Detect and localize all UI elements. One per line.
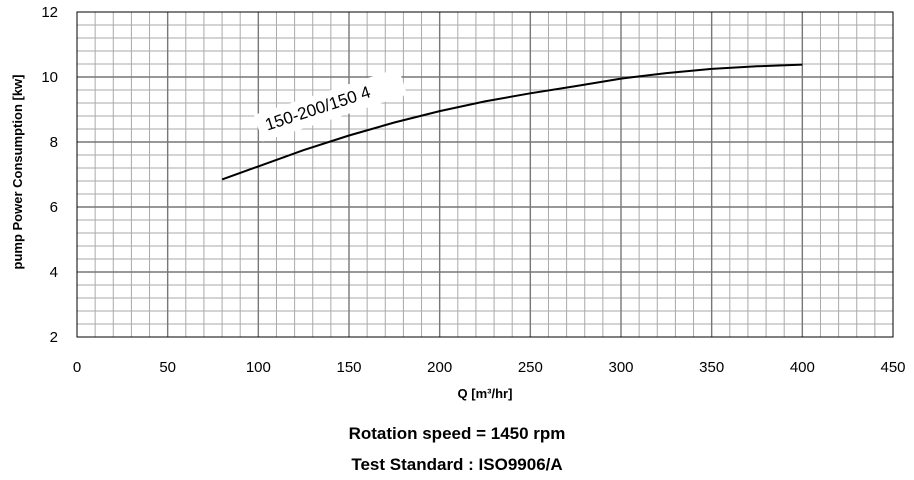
- minor-gridlines: [77, 12, 893, 337]
- y-tick-label: 12: [41, 4, 58, 21]
- y-tick-label: 10: [41, 69, 58, 86]
- plot-frame: [76, 11, 894, 338]
- y-tick-label: 4: [50, 264, 58, 281]
- x-tick-label: 150: [336, 359, 361, 376]
- x-tick-label: 400: [790, 359, 815, 376]
- x-tick-label: 50: [159, 359, 176, 376]
- x-tick-label: 350: [699, 359, 724, 376]
- x-tick-label: 200: [427, 359, 452, 376]
- pump-power-chart: 0 50 100 150 200 250 300 350 400 450 2 4 6 8 10 12 150…: [10, 4, 906, 401]
- rotation-speed-caption: Rotation speed = 1450 rpm: [348, 424, 566, 443]
- series-label-background: [253, 68, 408, 142]
- x-tick-label: 100: [246, 359, 271, 376]
- y-axis-label: pump Power Consumption [kw]: [10, 75, 25, 270]
- y-tick-label: 2: [50, 329, 58, 346]
- y-tick-label: 6: [50, 199, 58, 216]
- x-tick-label: 450: [880, 359, 905, 376]
- x-axis-label: Q [m³/hr]: [458, 386, 513, 401]
- major-gridlines: [77, 12, 893, 337]
- y-tick-label: 8: [50, 134, 58, 151]
- x-tick-label: 250: [518, 359, 543, 376]
- x-tick-labels: 0 50 100 150 200 250 300 350 400 450: [73, 359, 906, 376]
- x-tick-label: 300: [608, 359, 633, 376]
- y-tick-labels: 2 4 6 8 10 12: [41, 4, 58, 346]
- series-line: [221, 63, 803, 181]
- test-standard-caption: Test Standard : ISO9906/A: [351, 455, 563, 474]
- x-tick-label: 0: [73, 359, 81, 376]
